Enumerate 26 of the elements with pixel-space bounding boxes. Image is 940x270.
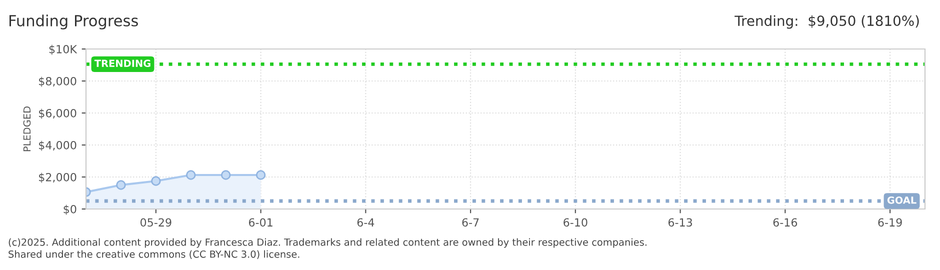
x-tick-label: 6-16 [773, 218, 798, 227]
chart-title: Funding Progress [10, 14, 138, 30]
point [151, 176, 161, 186]
x-tick-label: 6-4 [357, 218, 374, 227]
chart-subtitle: Trending: $9,050 (1810%) [734, 15, 919, 29]
text: (c)2025. Additional content provided by Francesca Diaz. Trademarks and related content are owned by their respective companies. [8, 238, 646, 248]
point [256, 170, 266, 180]
x-tick-label: 6-19 [878, 218, 902, 227]
point [186, 170, 196, 180]
y-tick-label: $8,000 [39, 76, 76, 87]
y-tick-label: $6,000 [39, 108, 76, 119]
text: Shared under the creative commons (CC BY-NC 3.0) license. [8, 250, 300, 259]
y-tick-label: $4,000 [39, 140, 76, 151]
x-tick-label: 6-10 [564, 218, 588, 227]
x-tick-label: 6-01 [248, 218, 272, 227]
x-tick-label: 6-7 [462, 218, 479, 227]
y-axis-title: PLEDGED [23, 106, 31, 152]
x-tick-label: 05-29 [140, 218, 172, 227]
ref-line-label: TRENDING [94, 60, 150, 68]
y-tick-label: $0 [64, 204, 76, 215]
point [220, 170, 231, 180]
y-tick-label: $2,000 [39, 172, 76, 183]
ref-line-label: GOAL [887, 196, 916, 204]
x-tick-label: 6-13 [668, 218, 692, 227]
y-tick-label: $10K [49, 44, 78, 55]
point [116, 180, 126, 190]
